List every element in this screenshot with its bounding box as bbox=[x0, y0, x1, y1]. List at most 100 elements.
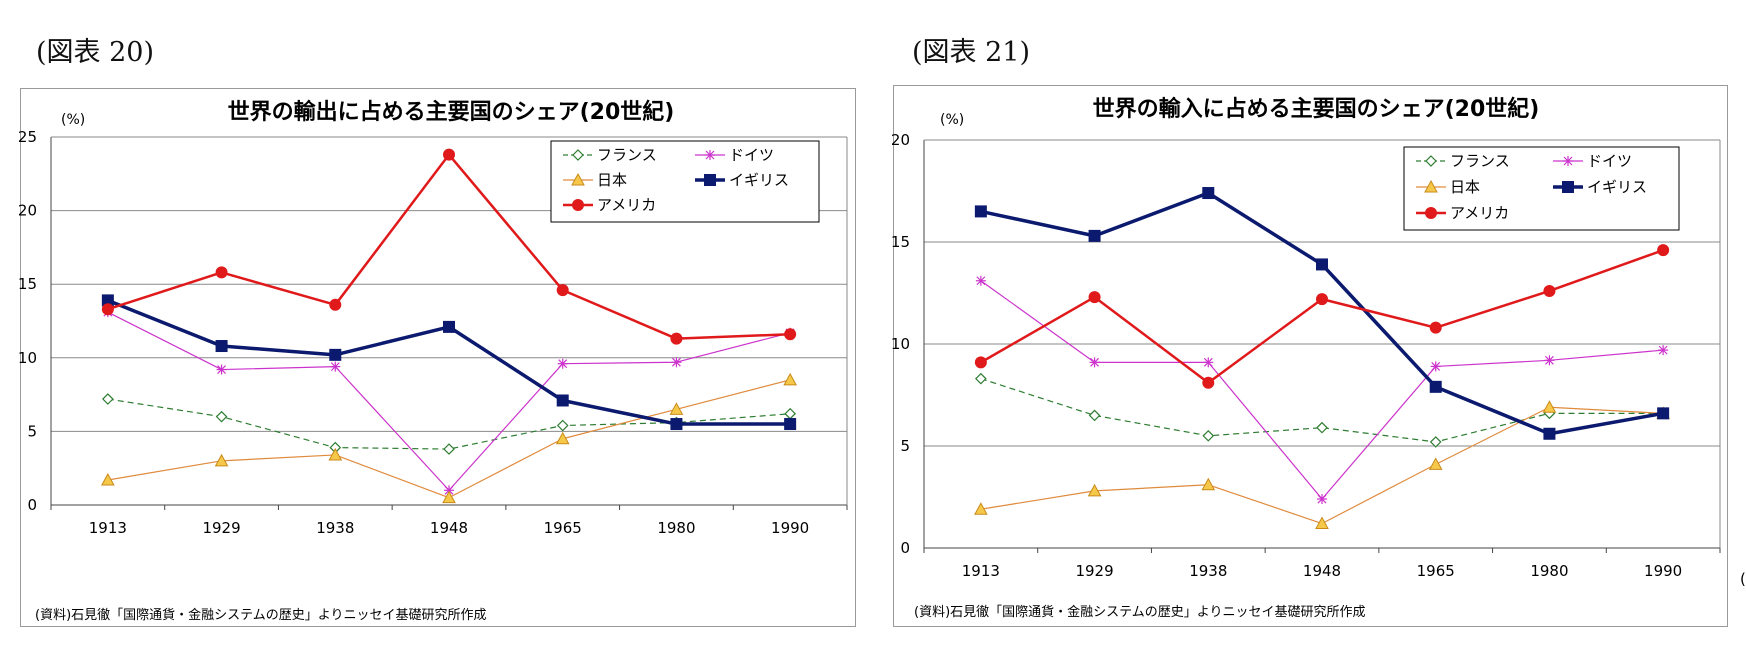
legend-label: イギリス bbox=[1587, 178, 1647, 196]
x-axis-unit-label: (年) bbox=[1740, 570, 1746, 588]
data-point bbox=[1203, 357, 1214, 368]
data-point bbox=[1543, 427, 1556, 440]
data-point bbox=[214, 453, 229, 467]
figure-label-20: (図表 20) bbox=[36, 37, 155, 68]
data-point bbox=[1316, 258, 1328, 271]
y-tick-label: 15 bbox=[891, 233, 910, 251]
data-point bbox=[1657, 244, 1670, 257]
y-tick-label: 5 bbox=[27, 422, 37, 440]
data-point bbox=[555, 431, 570, 445]
data-point bbox=[974, 356, 987, 369]
legend-label: イギリス bbox=[729, 171, 789, 189]
series-diamond-group bbox=[975, 372, 1669, 448]
data-point-stroke bbox=[976, 276, 986, 286]
series-line bbox=[107, 298, 791, 426]
y-tick-label: 10 bbox=[891, 335, 910, 353]
data-point bbox=[1428, 457, 1443, 470]
series-line bbox=[980, 280, 1664, 500]
data-point bbox=[784, 407, 796, 420]
data-point bbox=[1088, 291, 1101, 304]
export-share-chart: 世界の輸出に占める主要国のシェア(20世紀) (%) 0 5 10 15 20 25 1913 1… bbox=[18, 99, 848, 623]
legend-label: 日本 bbox=[597, 171, 627, 189]
series-circle-group bbox=[974, 244, 1670, 389]
data-point bbox=[1202, 187, 1215, 200]
data-point bbox=[784, 418, 797, 431]
data-point bbox=[974, 502, 988, 515]
y-tick-label: 15 bbox=[18, 275, 37, 293]
x-tick-label: 1938 bbox=[316, 519, 354, 537]
data-point bbox=[443, 443, 455, 455]
data-point bbox=[1429, 436, 1442, 448]
data-point bbox=[1315, 516, 1329, 530]
y-tick-label: 5 bbox=[900, 437, 910, 455]
y-axis-unit-label: (%) bbox=[940, 112, 964, 128]
data-point bbox=[670, 332, 683, 345]
x-tick-label: 1980 bbox=[657, 519, 695, 537]
y-tick-label: 20 bbox=[18, 202, 37, 220]
data-point bbox=[557, 358, 568, 369]
y-tick-label: 0 bbox=[27, 496, 37, 514]
figure-label-21: (図表 21) bbox=[912, 37, 1031, 68]
data-point-stroke bbox=[672, 357, 681, 367]
series-circle-group bbox=[101, 148, 797, 345]
legend-label: フランス bbox=[597, 146, 657, 164]
data-point bbox=[1201, 477, 1216, 491]
data-point bbox=[1429, 321, 1442, 334]
legend-marker bbox=[572, 199, 584, 211]
import-share-chart-panel: 世界の輸入に占める主要国のシェア(20世紀) (%) 0 5 10 15 20 1913 192… bbox=[891, 85, 1746, 627]
x-tick-label: 1965 bbox=[544, 519, 582, 537]
data-point-stroke bbox=[330, 362, 340, 372]
data-point bbox=[215, 340, 228, 353]
data-point bbox=[102, 393, 114, 405]
legend-marker bbox=[704, 174, 716, 186]
data-point bbox=[974, 205, 987, 218]
data-point bbox=[669, 402, 684, 415]
data-point-stroke bbox=[1658, 345, 1668, 355]
legend-marker bbox=[1562, 181, 1574, 193]
data-point-stroke bbox=[444, 485, 454, 495]
data-point bbox=[670, 418, 683, 431]
data-point bbox=[1202, 376, 1215, 389]
legend-label: ドイツ bbox=[729, 146, 774, 164]
data-point bbox=[1658, 345, 1669, 356]
source-note: (資料)石見徹「国際通貨・金融システムの歴史」よりニッセイ基礎研究所作成 bbox=[35, 607, 487, 623]
legend-label: アメリカ bbox=[597, 196, 656, 214]
data-point bbox=[784, 328, 797, 341]
data-point bbox=[215, 266, 228, 279]
data-point-stroke bbox=[1317, 494, 1327, 504]
data-point bbox=[1089, 357, 1100, 368]
x-tick-label: 1965 bbox=[1417, 562, 1455, 580]
data-point bbox=[783, 372, 797, 386]
series-triangle-group bbox=[974, 400, 1670, 530]
data-point bbox=[101, 294, 114, 307]
data-point bbox=[443, 320, 455, 333]
legend-label: 日本 bbox=[1450, 178, 1480, 196]
export-share-chart-panel: 世界の輸出に占める主要国のシェア(20世紀) (%) 0 5 10 15 20 25 1913 1… bbox=[18, 88, 856, 627]
data-point bbox=[556, 394, 569, 407]
data-point bbox=[1316, 421, 1328, 434]
data-point bbox=[443, 148, 455, 161]
data-point bbox=[1544, 355, 1555, 366]
data-point bbox=[1657, 407, 1670, 420]
data-point-stroke bbox=[217, 365, 226, 375]
data-point bbox=[101, 472, 115, 486]
data-point bbox=[442, 490, 456, 504]
data-point bbox=[330, 361, 341, 372]
x-tick-label: 1913 bbox=[962, 562, 1000, 580]
data-point bbox=[444, 485, 454, 496]
series-star-group bbox=[102, 307, 796, 496]
data-point bbox=[1543, 284, 1556, 297]
x-tick-label: 1929 bbox=[1075, 562, 1113, 580]
x-tick-label: 1929 bbox=[202, 519, 240, 537]
import-share-chart: 世界の輸入に占める主要国のシェア(20世紀) (%) 0 5 10 15 20 1913 192… bbox=[891, 96, 1746, 620]
data-point bbox=[556, 419, 569, 432]
data-point bbox=[556, 284, 569, 297]
data-point bbox=[101, 303, 114, 316]
legend-marker bbox=[571, 172, 585, 186]
x-tick-label: 1990 bbox=[1644, 562, 1682, 580]
x-tick-label: 1948 bbox=[1303, 562, 1341, 580]
legend-marker-stroke bbox=[705, 150, 715, 160]
y-tick-label: 20 bbox=[891, 131, 910, 149]
x-tick-label: 1938 bbox=[1189, 562, 1227, 580]
legend-marker bbox=[1424, 179, 1438, 193]
